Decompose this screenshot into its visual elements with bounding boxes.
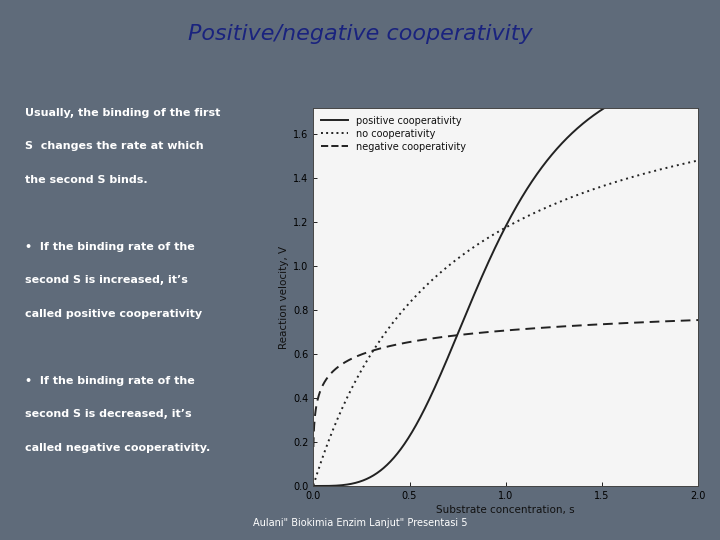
no cooperativity bbox=[694, 157, 703, 164]
negative cooperativity bbox=[609, 320, 618, 327]
no cooperativity bbox=[465, 247, 474, 254]
Legend: positive cooperativity, no cooperativity, negative cooperativity: positive cooperativity, no cooperativity… bbox=[318, 113, 469, 154]
negative cooperativity bbox=[573, 322, 582, 329]
no cooperativity bbox=[348, 383, 357, 390]
no cooperativity bbox=[479, 238, 487, 244]
Text: second S is decreased, it’s: second S is decreased, it’s bbox=[25, 409, 192, 420]
no cooperativity bbox=[309, 482, 318, 489]
no cooperativity bbox=[573, 192, 582, 198]
positive cooperativity bbox=[479, 271, 487, 278]
Text: the second S binds.: the second S binds. bbox=[25, 175, 148, 185]
no cooperativity bbox=[609, 179, 618, 186]
Text: •  If the binding rate of the: • If the binding rate of the bbox=[25, 376, 195, 386]
negative cooperativity bbox=[309, 444, 318, 450]
Y-axis label: Reaction velocity, V: Reaction velocity, V bbox=[279, 246, 289, 348]
positive cooperativity bbox=[348, 480, 357, 487]
positive cooperativity bbox=[694, 69, 703, 75]
positive cooperativity bbox=[465, 303, 474, 310]
Text: S  changes the rate at which: S changes the rate at which bbox=[25, 141, 204, 152]
positive cooperativity bbox=[309, 483, 318, 489]
Text: Positive/negative cooperativity: Positive/negative cooperativity bbox=[188, 24, 532, 44]
X-axis label: Substrate concentration, s: Substrate concentration, s bbox=[436, 505, 575, 515]
Text: Aulani" Biokimia Enzim Lanjut" Presentasi 5: Aulani" Biokimia Enzim Lanjut" Presentas… bbox=[253, 518, 467, 528]
negative cooperativity bbox=[465, 330, 474, 337]
negative cooperativity bbox=[348, 355, 357, 361]
Text: called positive cooperativity: called positive cooperativity bbox=[25, 309, 202, 319]
Text: second S is increased, it’s: second S is increased, it’s bbox=[25, 275, 188, 286]
positive cooperativity bbox=[609, 99, 618, 106]
Line: no cooperativity: no cooperativity bbox=[313, 160, 698, 485]
negative cooperativity bbox=[479, 329, 487, 336]
negative cooperativity bbox=[694, 317, 703, 323]
positive cooperativity bbox=[573, 125, 582, 131]
no cooperativity bbox=[616, 177, 625, 184]
positive cooperativity bbox=[616, 96, 625, 102]
Text: called negative cooperativity.: called negative cooperativity. bbox=[25, 443, 210, 453]
Text: Usually, the binding of the first: Usually, the binding of the first bbox=[25, 108, 220, 118]
Line: negative cooperativity: negative cooperativity bbox=[313, 320, 698, 447]
negative cooperativity bbox=[616, 320, 625, 327]
Line: positive cooperativity: positive cooperativity bbox=[313, 72, 698, 486]
Text: •  If the binding rate of the: • If the binding rate of the bbox=[25, 242, 195, 252]
